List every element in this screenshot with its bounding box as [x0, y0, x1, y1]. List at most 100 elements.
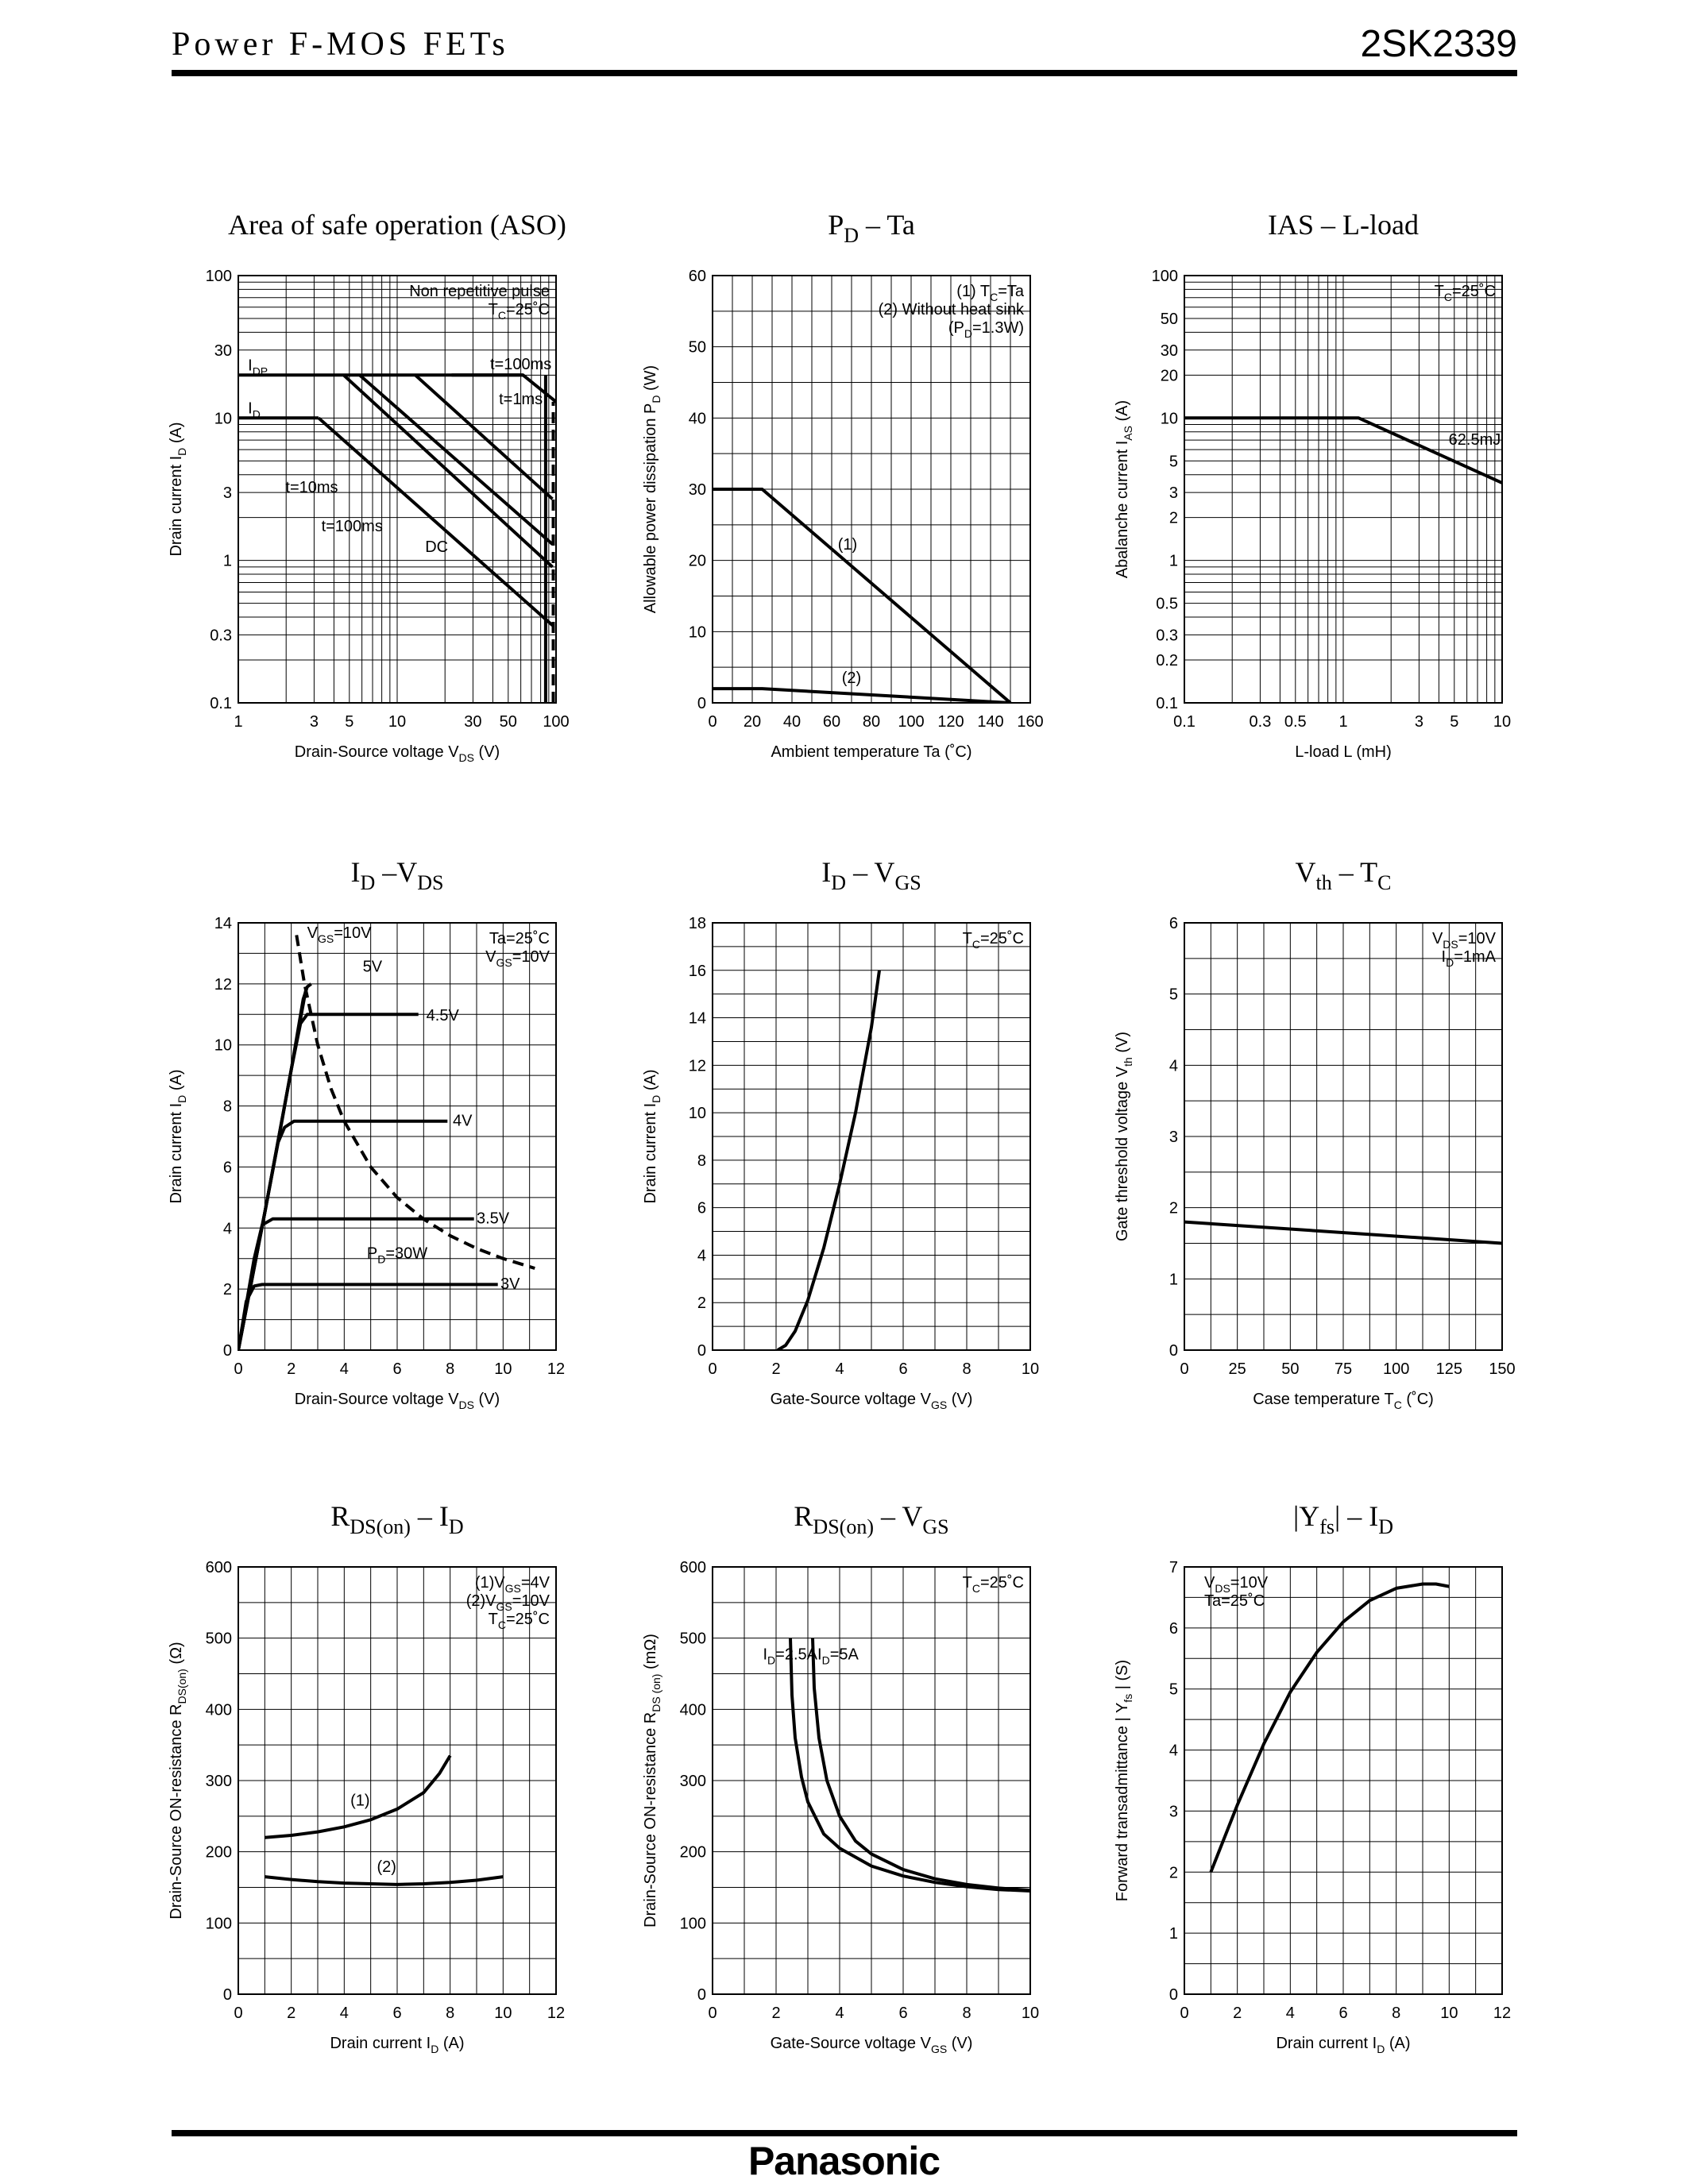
label-part: (mΩ) — [642, 1634, 659, 1674]
chart-note: ID=1mA — [1442, 948, 1497, 969]
y-axis-label: Forward transadmittance | Yfs | (S) — [1114, 1660, 1134, 1901]
y-axis-label: Drain current ID (A) — [168, 1069, 188, 1203]
y-tick-label: 4 — [1169, 1057, 1178, 1075]
x-tick-label: 4 — [835, 2005, 844, 2022]
label-part: Non repetitive pulse — [409, 283, 550, 300]
y-tick-label: 2 — [1169, 1864, 1178, 1881]
label-part: T — [489, 301, 498, 318]
y-tick-label: 3 — [1169, 1803, 1178, 1820]
x-tick-label: 0 — [234, 1360, 242, 1378]
y-tick-label: 0 — [697, 695, 706, 712]
label-part: P — [367, 1245, 377, 1263]
label-part: Abalanche current I — [1114, 441, 1131, 578]
series-line — [238, 1013, 419, 1350]
x-tick-label: 10 — [494, 1360, 512, 1378]
curve-label: 3V — [500, 1275, 520, 1293]
y-tick-label: 1 — [1169, 1925, 1178, 1943]
y-tick-label: 4 — [697, 1247, 706, 1264]
y-tick-label: 3 — [1169, 1129, 1178, 1146]
plot-frame — [712, 922, 1031, 1351]
label-part: Case temperature T — [1253, 1391, 1394, 1408]
label-part: ( — [948, 319, 954, 337]
chart-note: Non repetitive pulse — [409, 283, 550, 300]
label-part: R — [794, 1500, 813, 1532]
y-tick-label: 2 — [1169, 510, 1178, 527]
label-part: DS(on) — [350, 1515, 411, 1538]
curve-label: VGS=10V — [307, 924, 373, 945]
y-tick-label: 300 — [206, 1773, 232, 1790]
label-part: (2) — [377, 1858, 396, 1876]
label-part: C — [990, 291, 998, 303]
x-tick-label: 10 — [1440, 2005, 1458, 2022]
y-tick-label: 0 — [1169, 1986, 1178, 2004]
label-part: V — [1204, 1574, 1215, 1592]
label-part: P — [954, 319, 964, 337]
series-line — [317, 416, 554, 627]
y-tick-label: 200 — [206, 1844, 232, 1862]
x-axis-label: Gate-Source voltage VGS (V) — [771, 1391, 973, 1411]
x-tick-label: 160 — [1017, 713, 1043, 731]
y-tick-label: 0.3 — [210, 627, 232, 644]
series-line — [265, 1875, 504, 1886]
plot-frame — [238, 275, 557, 704]
label-part: (2) — [466, 1592, 485, 1610]
label-part: D — [650, 1095, 662, 1103]
x-tick-label: 6 — [392, 2005, 401, 2022]
x-tick-label: 1 — [1338, 713, 1347, 731]
label-part: R — [330, 1500, 350, 1532]
label-part: – V — [874, 1500, 922, 1532]
label-part: Drain-Source ON-resistance R — [642, 1712, 659, 1927]
label-part: DS(on) — [813, 1515, 874, 1538]
label-part: =1.3W) — [972, 319, 1024, 337]
label-part: D — [650, 396, 662, 403]
y-tick-label: 0.5 — [1156, 596, 1178, 613]
series-line — [265, 1754, 452, 1839]
curve-label: (2) — [377, 1858, 396, 1876]
x-axis-label: Drain current ID (A) — [330, 2035, 464, 2055]
label-part: DS — [1443, 938, 1458, 951]
y-tick-label: 0 — [1169, 1342, 1178, 1360]
x-tick-label: 0 — [1180, 2005, 1188, 2022]
x-tick-label: 60 — [823, 713, 840, 731]
label-part: th — [1122, 1057, 1134, 1067]
label-part: (1) — [475, 1574, 494, 1592]
label-part: =10V — [1230, 1574, 1269, 1592]
label-part: Drain-Source voltage V — [295, 1391, 459, 1408]
grid — [713, 1567, 1030, 1994]
x-tick-label: 100 — [1383, 1360, 1409, 1378]
x-tick-label: 5 — [345, 713, 353, 731]
label-part: I — [350, 856, 360, 888]
page-header-title: Power F-MOS FETs — [172, 26, 509, 63]
plot-frame — [1184, 1566, 1503, 1995]
chart-title: PD – Ta — [828, 209, 915, 247]
x-axis-label: Gate-Source voltage VGS (V) — [771, 2035, 973, 2055]
x-tick-label: 10 — [494, 2005, 512, 2022]
chart-note: TC=25˚C — [1435, 283, 1496, 303]
y-tick-label: 500 — [680, 1630, 706, 1648]
x-tick-label: 0.3 — [1250, 713, 1272, 731]
x-tick-label: 8 — [1392, 2005, 1400, 2022]
label-part: V — [485, 948, 496, 966]
label-part: (V) — [474, 743, 500, 761]
label-part: 5V — [363, 958, 383, 975]
label-part: DC — [425, 538, 448, 556]
label-part: t=100ms — [490, 356, 551, 373]
part-number: 2SK2339 — [1360, 23, 1517, 65]
y-tick-label: 100 — [206, 1915, 232, 1932]
x-tick-label: 6 — [392, 1360, 401, 1378]
y-tick-label: 2 — [1169, 1200, 1178, 1217]
label-part: =10V — [512, 948, 550, 966]
x-tick-label: 120 — [937, 713, 964, 731]
y-tick-label: 2 — [697, 1295, 706, 1312]
curve-label: t=100ms — [322, 518, 383, 535]
x-tick-label: 8 — [962, 2005, 971, 2022]
series-line — [238, 1217, 474, 1350]
chart-aso: 1 3 5 10 30 50 100 0.1 0.3 1 3 10 30 100 Area of safe … — [168, 209, 570, 764]
chart-title: RDS(on) – ID — [330, 1500, 463, 1538]
y-axis-label: Allowable power dissipation PD (W) — [642, 365, 662, 613]
label-part: D — [1378, 1515, 1393, 1538]
x-axis-label: Case temperature TC (˚C) — [1253, 1391, 1434, 1411]
series-line — [713, 488, 1012, 703]
grid — [1184, 276, 1502, 703]
